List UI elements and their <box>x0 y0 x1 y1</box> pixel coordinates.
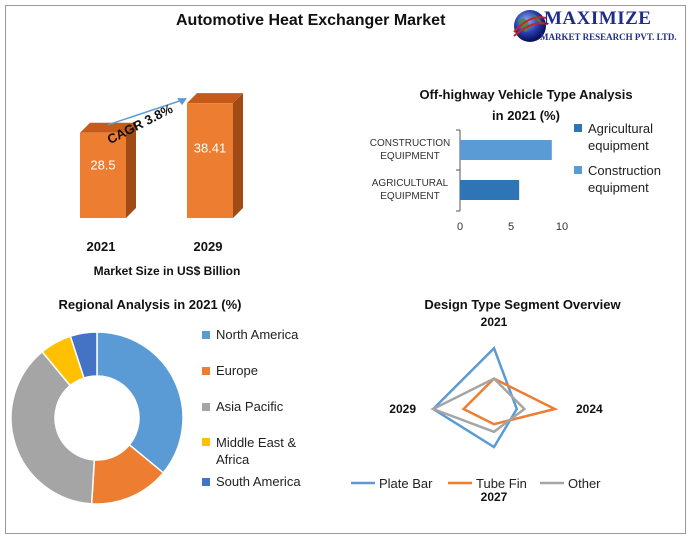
offhighway-chart: CONSTRUCTION EQUIPMENT AGRICULTURAL EQUIPME… <box>370 129 568 233</box>
legend-swatch <box>202 403 210 411</box>
bar-side <box>233 93 243 218</box>
radar-axis-label: 2027 <box>481 490 508 504</box>
legend-label: Middle East & Africa <box>216 435 297 467</box>
radar-series-line <box>431 345 519 449</box>
legend-swatch <box>202 367 210 375</box>
offhighway-title-line1: Off-highway Vehicle Type Analysis <box>419 87 633 102</box>
x-tick-label: 5 <box>508 221 514 233</box>
legend-label: Europe <box>216 363 258 378</box>
legend-swatch <box>202 438 210 446</box>
x-tick-label: 2021 <box>87 239 116 254</box>
legend-swatch <box>574 166 582 174</box>
bar-side <box>126 122 136 218</box>
x-axis-label: Market Size in US$ Billion <box>94 264 241 278</box>
donut-slice <box>10 350 96 505</box>
radar-axis-label: 2021 <box>481 315 508 329</box>
legend-swatch <box>574 124 582 132</box>
x-tick-label: 10 <box>556 221 568 233</box>
bar <box>460 140 552 160</box>
bar <box>80 132 126 218</box>
design-radar-chart: 2021 2024 2027 2029 Plate Bar Tube Fin Other <box>351 315 603 504</box>
legend-label: Plate Bar <box>379 476 433 491</box>
radar-title: Design Type Segment Overview <box>424 297 621 312</box>
globe-logo-icon <box>513 10 549 42</box>
page-title: Automotive Heat Exchanger Market <box>176 12 446 29</box>
legend-item-construction: Construction equipment <box>574 162 686 196</box>
legend-item-middle-east-africa: Middle East & Africa <box>202 434 322 468</box>
regional-donut-chart <box>10 331 184 505</box>
legend-label: Tube Fin <box>476 476 527 491</box>
logo-wordmark: MAXIMIZE <box>544 8 652 29</box>
bar <box>187 103 233 218</box>
y-tick-label: AGRICULTURAL <box>372 178 449 189</box>
legend-label: Asia Pacific <box>216 399 284 414</box>
bar-top <box>80 122 136 133</box>
legend-label: Construction equipment <box>588 163 661 195</box>
legend-item-agricultural: Agricultural equipment <box>574 120 686 154</box>
legend-label: North America <box>216 327 299 342</box>
legend-item-south-america: South America <box>202 474 322 489</box>
y-tick-label: EQUIPMENT <box>380 191 439 202</box>
offhighway-legend: Agricultural equipment Construction equipm… <box>574 120 686 196</box>
legend-label: South America <box>216 474 301 489</box>
bar-data-label: 38.41 <box>194 141 227 156</box>
legend-item-asia-pacific: Asia Pacific <box>202 399 322 414</box>
logo-subtitle: MARKET RESEARCH PVT. LTD. <box>540 32 677 42</box>
radar-axis-label: 2029 <box>389 402 416 416</box>
donut-slice <box>96 331 184 474</box>
x-tick-label: 0 <box>457 221 463 233</box>
donut-slice <box>69 331 98 380</box>
bar <box>460 180 520 200</box>
y-tick-label: CONSTRUCTION <box>370 138 451 149</box>
bar-data-label: 28.5 <box>90 157 115 172</box>
bar-top <box>187 93 243 104</box>
cagr-arrowhead <box>177 98 187 106</box>
x-tick-label: 2029 <box>194 239 223 254</box>
regional-title: Regional Analysis in 2021 (%) <box>58 297 242 312</box>
radar-axis-label: 2024 <box>576 402 603 416</box>
legend-item-north-america: North America <box>202 327 322 342</box>
offhighway-title-line2: in 2021 (%) <box>492 108 560 123</box>
legend-item-europe: Europe <box>202 363 322 378</box>
legend-label: Other <box>568 476 601 491</box>
y-tick-label: EQUIPMENT <box>380 151 439 162</box>
cagr-arrow-line <box>107 98 186 126</box>
regional-legend: North America Europe Asia Pacific Middle… <box>202 327 322 489</box>
legend-swatch <box>202 478 210 486</box>
radar-series-line <box>461 377 559 426</box>
legend-swatch <box>202 331 210 339</box>
legend-label: Agricultural equipment <box>588 121 654 153</box>
company-logo: MAXIMIZE MARKET RESEARCH PVT. LTD. <box>510 6 686 50</box>
radar-series-line <box>430 377 527 434</box>
offhighway-title: Off-highway Vehicle Type Analysis in 202… <box>400 84 652 126</box>
infographic-frame <box>5 5 686 534</box>
